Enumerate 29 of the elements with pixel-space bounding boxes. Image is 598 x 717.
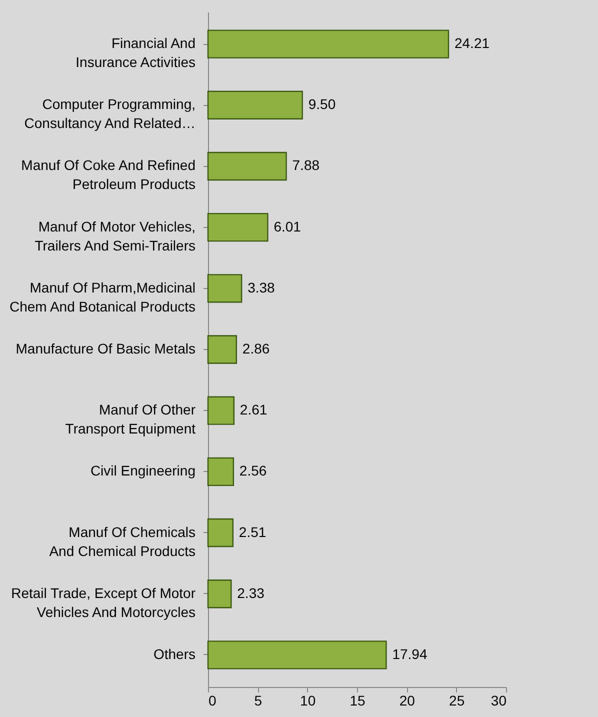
y-tick-label: Manuf Of Motor Vehicles, Trailers And Semi-Trailers	[34, 218, 196, 254]
y-tick-label: Others	[153, 646, 196, 662]
x-tick-label: 0	[208, 692, 216, 708]
data-label: 2.86	[242, 340, 270, 356]
x-tick-label: 10	[300, 692, 316, 708]
x-tick-label: 25	[449, 692, 465, 708]
y-tick-label: Financial And Insurance Activities	[76, 35, 196, 70]
y-tick-label: Manuf Of Other Transport Equipment	[65, 402, 196, 437]
data-label: 17.94	[392, 646, 428, 662]
data-label: 2.61	[240, 402, 268, 418]
x-tick-label: 30	[490, 692, 507, 708]
data-label: 2.56	[239, 462, 267, 479]
data-label: 3.38	[248, 279, 276, 296]
y-tick-label: Manuf Of Chemicals And Chemical Products	[49, 524, 196, 559]
x-tick-label: 20	[399, 692, 416, 708]
y-tick-label: Computer Programming, Consultancy And Related…	[24, 96, 196, 132]
x-tick-label: 5	[254, 692, 262, 708]
data-label: 2.33	[237, 584, 265, 601]
y-tick-label: Manuf Of Pharm,Medicinal Chem And Botanical Products	[10, 279, 196, 314]
data-label: 7.88	[292, 157, 320, 174]
data-label: 2.51	[238, 524, 266, 540]
y-tick-label: Retail Trade, Except Of Motor Vehicles And Motorcycles	[11, 584, 196, 620]
data-label: 24.21	[454, 35, 490, 52]
y-tick-label: Civil Engineering	[90, 462, 196, 479]
y-tick-label: Manufacture Of Basic Metals	[16, 340, 196, 356]
data-label: 9.50	[308, 96, 336, 112]
data-label: 6.01	[274, 218, 302, 234]
x-tick-label: 15	[350, 692, 366, 708]
y-tick-label: Manuf Of Coke And Refined Petroleum Products	[21, 157, 196, 192]
